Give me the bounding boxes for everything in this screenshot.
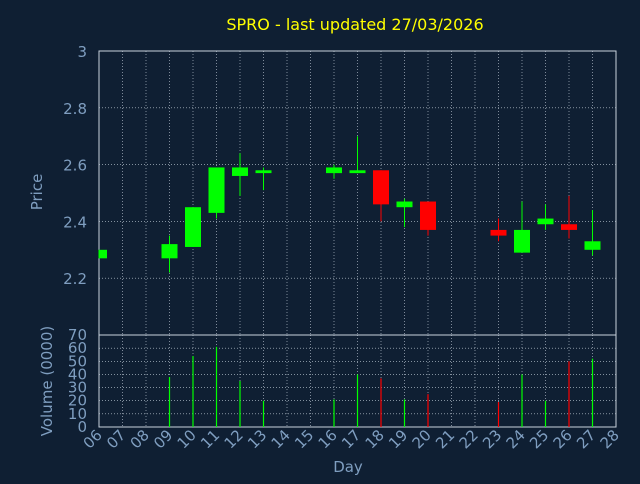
candle-body — [373, 170, 389, 205]
price-axis-label: Price — [28, 174, 46, 211]
price-tick-label: 2.8 — [63, 100, 87, 118]
day-tick-label: 09 — [150, 426, 176, 452]
volume-tick-label: 50 — [68, 352, 87, 370]
day-tick-label: 17 — [338, 426, 364, 452]
day-tick-label: 16 — [315, 426, 341, 452]
day-axis-label: Day — [333, 458, 363, 476]
day-tick-label: 24 — [503, 426, 529, 452]
volume-tick-label: 20 — [68, 392, 87, 410]
day-tick-label: 28 — [597, 426, 623, 452]
candle-body — [161, 244, 178, 259]
candle-body — [349, 170, 366, 174]
price-tick-label: 2.4 — [63, 213, 87, 231]
volume-tick-label: 0 — [77, 418, 87, 436]
price-tick-label: 2.6 — [63, 157, 87, 175]
volume-tick-label: 70 — [68, 326, 87, 344]
day-tick-label: 26 — [550, 426, 576, 452]
day-tick-label: 27 — [573, 426, 599, 452]
volume-tick-label: 10 — [68, 405, 87, 423]
candle-body — [561, 224, 577, 230]
candle-body — [185, 207, 201, 247]
day-tick-label: 20 — [409, 426, 435, 452]
volume-tick-label: 30 — [68, 379, 87, 397]
volume-axis-label: Volume (0000) — [38, 326, 56, 436]
day-tick-label: 11 — [197, 426, 223, 452]
day-tick-label: 19 — [385, 426, 411, 452]
day-tick-label: 22 — [456, 426, 482, 452]
candle-body — [537, 218, 554, 225]
volume-tick-label: 40 — [68, 365, 87, 383]
volume-tick-label: 60 — [68, 339, 87, 357]
price-panel: 2.2 2.4 2.6 2.8 3 — [63, 43, 617, 336]
day-tick-label: 18 — [362, 426, 388, 452]
day-tick-label: 07 — [103, 426, 129, 452]
day-tick-label: 21 — [432, 426, 458, 452]
price-tick-label: 2.2 — [63, 270, 87, 288]
candle-body — [326, 167, 342, 174]
day-tick-label: 08 — [127, 426, 153, 452]
day-tick-label: 10 — [174, 426, 200, 452]
candle-body — [99, 249, 107, 259]
day-tick-label: 25 — [526, 426, 552, 452]
candle-body — [514, 229, 530, 253]
day-tick-label: 12 — [221, 426, 247, 452]
day-tick-label: 13 — [244, 426, 270, 452]
candle-body — [232, 167, 248, 176]
chart-title: SPRO - last updated 27/03/2026 — [226, 15, 483, 34]
candle-body — [208, 167, 225, 213]
day-tick-label: 14 — [268, 426, 294, 452]
candle-body — [420, 201, 436, 230]
candle-body — [584, 241, 601, 250]
volume-panel: 0102030405060700607080910111213141516171… — [68, 326, 623, 452]
price-tick-label: 3 — [77, 43, 87, 61]
candle-body — [396, 201, 413, 208]
day-tick-label: 23 — [479, 426, 505, 452]
day-tick-label: 15 — [291, 426, 317, 452]
candle-body — [490, 229, 507, 236]
candle-body — [255, 170, 272, 174]
